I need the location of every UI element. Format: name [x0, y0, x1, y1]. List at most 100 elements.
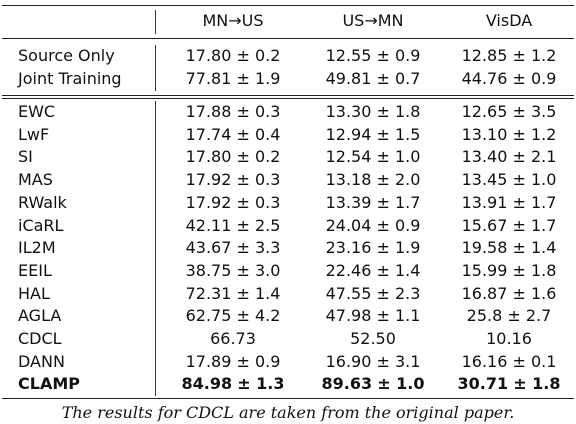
score-cell: 13.40 ± 2.1 — [443, 146, 575, 168]
score-cell: 17.92 ± 0.3 — [163, 169, 303, 191]
score-error: ± 1.8 — [376, 102, 421, 121]
score-error: ± 3.3 — [236, 238, 281, 258]
score-cell: 77.81 ± 1.9 — [163, 68, 303, 90]
table-row: AGLA 62.75 ± 4.2 47.98 ± 1.1 25.8 ± 2.7 — [0, 305, 576, 327]
score-value: 23.16 — [325, 238, 372, 258]
score-value: 13.91 — [461, 192, 508, 212]
score-error: ± 1.0 — [377, 374, 425, 394]
method-name: HAL — [18, 283, 50, 303]
score-error: ± 2.3 — [376, 283, 421, 303]
score-value: 66.73 — [210, 329, 256, 348]
score-cell: 17.88 ± 0.3 — [163, 101, 303, 123]
table-row: DANN 17.89 ± 0.9 16.90 ± 3.1 16.16 ± 0.1 — [0, 351, 576, 373]
score-error: ± 1.7 — [512, 192, 557, 212]
header-mn-us: MN→US — [202, 11, 264, 30]
group-rule-2 — [2, 98, 574, 99]
score-value: 15.99 — [461, 260, 508, 280]
score-cell: 89.63 ± 1.0 — [303, 373, 443, 395]
score-value: 47.98 — [325, 306, 372, 326]
score-error: ± 2.5 — [236, 215, 281, 235]
score-cell: 49.81 ± 0.7 — [303, 68, 443, 90]
table-row: SI 17.80 ± 0.2 12.54 ± 1.0 13.40 ± 2.1 — [0, 146, 576, 168]
score-error: ± 0.9 — [512, 68, 557, 88]
score-cell: 17.74 ± 0.4 — [163, 124, 303, 146]
method-name: MAS — [18, 170, 53, 190]
score-error: ± 1.8 — [513, 374, 561, 394]
score-cell: 44.76 ± 0.9 — [443, 68, 575, 90]
score-value: 13.18 — [325, 170, 372, 190]
score-cell: 66.73 — [163, 328, 303, 350]
score-cell: 42.11 ± 2.5 — [163, 215, 303, 237]
score-cell: 15.67 ± 1.7 — [443, 215, 575, 237]
score-value: 17.92 — [185, 170, 232, 190]
group-rule-1 — [2, 95, 574, 96]
score-error: ± 1.2 — [512, 124, 557, 144]
table-row: EWC 17.88 ± 0.3 13.30 ± 1.8 12.65 ± 3.5 — [0, 101, 576, 123]
table-row: EEIL 38.75 ± 3.0 22.46 ± 1.4 15.99 ± 1.8 — [0, 260, 576, 282]
table-row: MAS 17.92 ± 0.3 13.18 ± 2.0 13.45 ± 1.0 — [0, 169, 576, 191]
score-value: 49.81 — [325, 68, 372, 88]
method-name: EWC — [18, 102, 56, 121]
score-error: ± 1.4 — [376, 260, 421, 280]
score-value: 25.8 — [466, 306, 503, 326]
score-value: 77.81 — [185, 68, 232, 88]
top-rule — [2, 5, 574, 6]
score-value: 10.16 — [486, 329, 532, 348]
score-value: 22.46 — [325, 260, 372, 280]
score-error: ± 1.6 — [512, 283, 557, 303]
score-value: 19.58 — [461, 238, 508, 258]
score-error: ± 1.4 — [236, 283, 281, 303]
score-error: ± 0.3 — [236, 170, 281, 190]
score-error: ± 3.1 — [376, 351, 421, 371]
score-cell: 47.55 ± 2.3 — [303, 283, 443, 305]
score-value: 12.54 — [325, 147, 372, 167]
score-value: 17.80 — [185, 46, 232, 65]
score-cell: 72.31 ± 1.4 — [163, 283, 303, 305]
score-value: 16.16 — [461, 351, 508, 371]
score-cell: 62.75 ± 4.2 — [163, 305, 303, 327]
score-error: ± 1.7 — [512, 215, 557, 235]
score-value: 62.75 — [185, 306, 232, 326]
table-row: HAL 72.31 ± 1.4 47.55 ± 2.3 16.87 ± 1.6 — [0, 283, 576, 305]
table-row: IL2M 43.67 ± 3.3 23.16 ± 1.9 19.58 ± 1.4 — [0, 237, 576, 259]
score-error: ± 2.7 — [507, 306, 552, 326]
score-value: 30.71 — [457, 374, 509, 394]
score-error: ± 1.2 — [512, 46, 557, 65]
score-value: 12.85 — [461, 46, 508, 65]
score-value: 17.92 — [185, 192, 232, 212]
score-value: 16.87 — [461, 283, 508, 303]
score-cell: 17.80 ± 0.2 — [163, 146, 303, 168]
header-visda: VisDA — [485, 11, 533, 30]
score-error: ± 2.0 — [376, 170, 421, 190]
score-value: 13.10 — [461, 124, 508, 144]
score-cell: 17.89 ± 0.9 — [163, 351, 303, 373]
score-value: 24.04 — [325, 215, 372, 235]
table-row: LwF 17.74 ± 0.4 12.94 ± 1.5 13.10 ± 1.2 — [0, 124, 576, 146]
score-error: ± 1.7 — [376, 192, 421, 212]
score-cell: 38.75 ± 3.0 — [163, 260, 303, 282]
method-name: DANN — [18, 351, 65, 371]
header-row: MN→US US→MN VisDA — [0, 10, 576, 32]
score-cell: 25.8 ± 2.7 — [443, 305, 575, 327]
score-value: 52.50 — [350, 329, 396, 348]
score-cell: 47.98 ± 1.1 — [303, 305, 443, 327]
score-error: ± 1.5 — [376, 124, 421, 144]
score-error: ± 0.9 — [376, 215, 421, 235]
bottom-rule — [2, 398, 574, 399]
score-cell: 17.92 ± 0.3 — [163, 192, 303, 214]
score-cell: 12.65 ± 3.5 — [443, 101, 575, 123]
score-cell: 12.85 ± 1.2 — [443, 45, 575, 67]
score-error: ± 4.2 — [236, 306, 281, 326]
score-cell: 43.67 ± 3.3 — [163, 237, 303, 259]
score-error: ± 0.9 — [376, 46, 421, 65]
score-cell: 13.91 ± 1.7 — [443, 192, 575, 214]
table-row: RWalk 17.92 ± 0.3 13.39 ± 1.7 13.91 ± 1.7 — [0, 192, 576, 214]
table-caption: The results for CDCL are taken from the … — [61, 403, 515, 422]
method-name: LwF — [18, 124, 50, 144]
table-row: Joint Training 77.81 ± 1.9 49.81 ± 0.7 44.7… — [0, 68, 576, 90]
score-value: 42.11 — [185, 215, 232, 235]
score-value: 13.40 — [461, 147, 508, 167]
header-us-mn: US→MN — [342, 11, 404, 30]
score-value: 89.63 — [321, 374, 373, 394]
score-value: 47.55 — [325, 283, 372, 303]
